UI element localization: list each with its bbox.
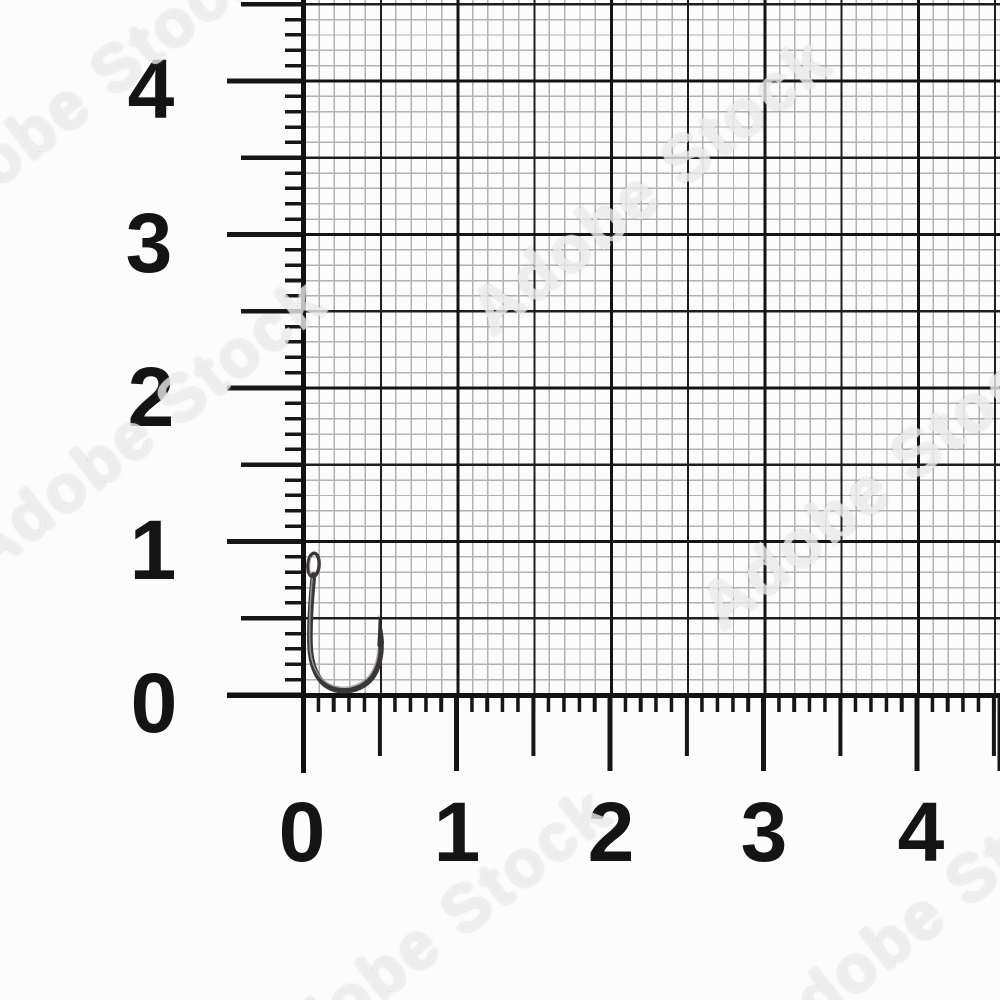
x-axis-label: 2 [587,785,635,879]
y-axis-line [300,0,306,773]
x-axis-line [227,692,1000,698]
y-axis-label: 2 [127,350,175,444]
y-axis-unit-ticks [227,0,303,695]
x-axis-label: 3 [740,785,788,879]
x-axis-label: 0 [278,785,326,879]
x-axis-label: 4 [897,785,945,879]
y-axis-label: 3 [125,196,173,290]
y-axis-label: 1 [129,503,177,597]
graph-paper-grid [303,0,1000,695]
y-axis-label: 4 [127,42,175,136]
y-axis-label: 0 [130,656,178,750]
x-axis-unit-ticks [303,695,1000,771]
x-axis-label: 1 [433,785,481,879]
